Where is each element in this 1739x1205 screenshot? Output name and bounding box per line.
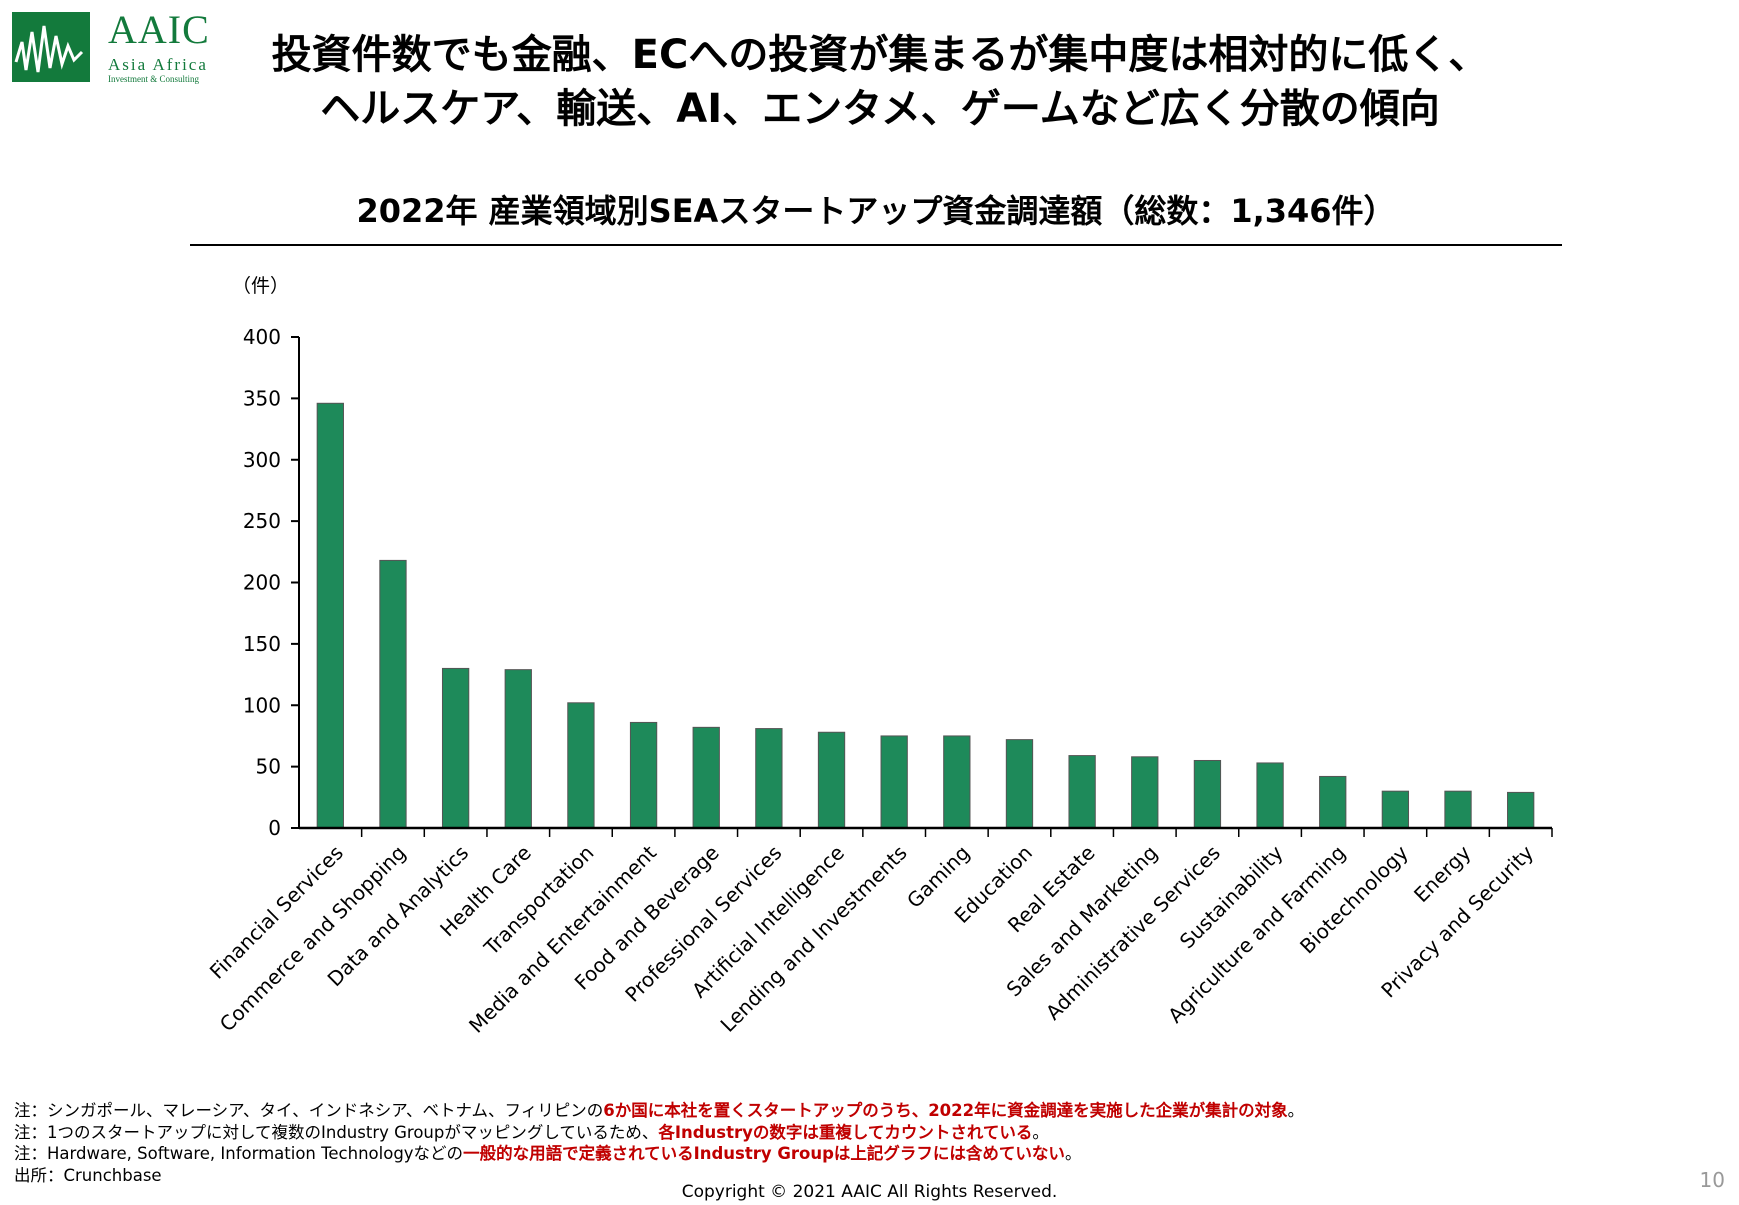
bar-sales-and-marketing — [1131, 756, 1159, 829]
note-2-highlight: 各Industryの数字は重複してカウントされている — [658, 1122, 1033, 1142]
note-1-highlight: 6か国に本社を置くスタートアップのうち、2022年に資金調達を実施した企業が集計… — [603, 1101, 1288, 1120]
y-axis-label: （件） — [232, 275, 289, 297]
note-1-tail: 。 — [1287, 1101, 1305, 1120]
note-3-tail: 。 — [1064, 1144, 1082, 1163]
y-tick-label: 100 — [243, 693, 281, 717]
footnotes: 注：シンガポール、マレーシア、タイ、インドネシア、ベトナム、フィリピンの6か国に… — [14, 1100, 1304, 1186]
bar-energy — [1444, 790, 1472, 829]
note-2-tail: 。 — [1032, 1122, 1049, 1142]
note-2: 注：1つのスタートアップに対して複数のIndustry Groupがマッピングし… — [14, 1122, 1304, 1144]
note-1: 注：シンガポール、マレーシア、タイ、インドネシア、ベトナム、フィリピンの6か国に… — [14, 1100, 1304, 1122]
y-tick-label: 150 — [243, 632, 281, 656]
bar-gaming — [943, 735, 971, 829]
title-line-1: 投資件数でも金融、ECへの投資が集まるが集中度は相対的に低く、 — [271, 32, 1489, 78]
bar-health-care — [504, 669, 532, 829]
bar-agriculture-and-farming — [1319, 775, 1347, 829]
chart-title: 2022年 産業領域別SEAスタートアップ資金調達額（総数：1,346件） — [356, 192, 1396, 230]
bar-transportation — [567, 702, 595, 829]
logo-sub2: Investment & Consulting — [108, 74, 199, 84]
x-tick-label: Transportation — [479, 841, 599, 961]
y-tick-label: 350 — [243, 386, 281, 410]
title-line-2: ヘルスケア、輸送、AI、エンタメ、ゲームなど広く分散の傾向 — [320, 86, 1440, 132]
bar-media-and-entertainment — [629, 721, 658, 829]
aaic-logo: AAIC Asia Africa Investment & Consulting — [12, 7, 222, 85]
source: 出所：Crunchbase — [14, 1165, 162, 1185]
y-tick-label: 0 — [268, 816, 281, 840]
bar-sustainability — [1256, 762, 1284, 829]
note-3-text: 注：Hardware, Software, Information Techno… — [14, 1144, 464, 1163]
y-tick-label: 50 — [256, 755, 281, 779]
bar-education — [1005, 739, 1034, 829]
note-1-text: 注：シンガポール、マレーシア、タイ、インドネシア、ベトナム、フィリピンの — [14, 1101, 604, 1120]
y-tick-label: 400 — [243, 325, 281, 349]
copyright: Copyright © 2021 AAIC All Rights Reserve… — [681, 1182, 1058, 1202]
y-tick-label: 200 — [243, 571, 281, 595]
bar-privacy-and-security — [1507, 791, 1535, 829]
title-divider — [190, 244, 1562, 246]
y-tick-label: 300 — [243, 448, 281, 472]
note-3: 注：Hardware, Software, Information Techno… — [14, 1143, 1304, 1165]
bar-data-and-analytics — [441, 667, 470, 829]
note-3-highlight: 一般的な用語で定義されているIndustry Groupは上記グラフには含めてい… — [463, 1144, 1065, 1163]
bar-financial-services — [316, 402, 344, 829]
logo-sub: Asia Africa — [108, 55, 208, 74]
logo-name: AAIC — [108, 7, 210, 52]
bar-lending-and-investments — [880, 735, 908, 829]
bar-biotechnology — [1381, 790, 1410, 829]
bar-professional-services — [755, 728, 783, 829]
x-tick-label: Biotechnology — [1295, 840, 1413, 958]
slide-title: 投資件数でも金融、ECへの投資が集まるが集中度は相対的に低く、 ヘルスケア、輸送… — [190, 28, 1570, 136]
logo-mark — [12, 12, 90, 82]
bar-artificial-intelligence — [817, 731, 846, 829]
note-2-text: 注：1つのスタートアップに対して複数のIndustry Groupがマッピングし… — [14, 1122, 659, 1142]
bar-commerce-and-shopping — [379, 559, 407, 829]
page-number: 10 — [1699, 1168, 1725, 1192]
bar-real-estate — [1068, 755, 1096, 829]
y-tick-label: 250 — [243, 509, 281, 533]
bar-administrative-services — [1193, 759, 1222, 829]
bar-food-and-beverage — [692, 726, 720, 829]
